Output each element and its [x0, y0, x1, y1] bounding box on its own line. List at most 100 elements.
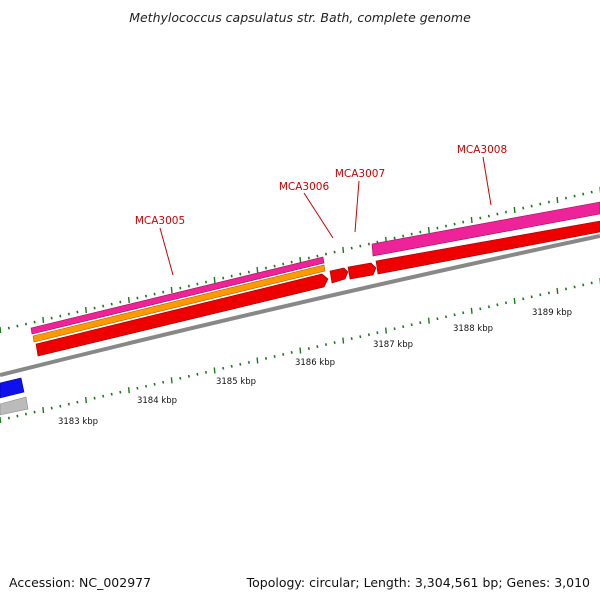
lower-minor-tick	[119, 390, 122, 394]
upper-minor-tick	[564, 196, 568, 200]
lower-minor-tick	[7, 416, 10, 420]
genome-backbone	[0, 234, 600, 377]
upper-minor-tick	[179, 286, 182, 290]
upper-minor-tick	[436, 226, 439, 230]
lower-minor-tick	[187, 374, 190, 378]
upper-minor-tick	[76, 310, 79, 314]
lower-minor-tick	[547, 291, 550, 295]
lower-minor-tick	[522, 297, 525, 301]
lower-minor-tick	[582, 283, 585, 287]
upper-minor-tick	[204, 280, 208, 284]
gene-arrow-mca3007[interactable]	[347, 262, 377, 280]
lower-minor-tick	[419, 321, 422, 325]
lower-minor-tick	[24, 412, 28, 416]
lower-minor-tick	[110, 392, 113, 396]
lower-minor-tick	[162, 380, 165, 384]
lower-minor-tick	[573, 285, 576, 289]
gene-arrow-mca3006[interactable]	[329, 267, 349, 284]
upper-minor-tick	[504, 210, 508, 214]
lower-minor-tick	[282, 353, 285, 356]
lower-minor-tick	[307, 347, 310, 350]
upper-minor-tick	[444, 224, 448, 228]
lower-minor-tick	[290, 351, 293, 354]
upper-minor-tick	[479, 216, 482, 220]
scale-labels: 3183 kbp 3184 kbp 3185 kbp 3186 kbp 3187 kbp…	[58, 308, 572, 427]
upper-minor-tick	[93, 306, 96, 310]
lower-minor-tick	[539, 293, 542, 297]
upper-major-tick	[0, 326, 2, 334]
lower-minor-tick	[487, 305, 490, 309]
gene-label-mca3007[interactable]: MCA3007	[335, 168, 385, 180]
upper-minor-tick	[316, 254, 319, 258]
lower-minor-tick	[350, 337, 353, 340]
gene-arrow-mca3005[interactable]	[35, 273, 329, 357]
lower-major-tick	[127, 387, 130, 394]
upper-minor-tick	[582, 192, 585, 196]
lower-major-tick	[385, 327, 387, 334]
scale-label-3186: 3186 kbp	[295, 358, 335, 368]
lower-major-tick	[342, 337, 345, 344]
lower-major-tick	[0, 416, 2, 424]
upper-minor-tick	[487, 214, 490, 218]
lower-minor-tick	[324, 343, 328, 346]
upper-major-tick	[42, 316, 45, 324]
upper-minor-tick	[33, 320, 36, 324]
leader-line-mca3008	[482, 156, 492, 206]
genome-summary-text: Topology: circular; Length: 3,304,561 bp…	[246, 575, 590, 590]
lower-minor-tick	[153, 382, 156, 386]
lower-minor-tick	[453, 313, 456, 317]
upper-minor-tick	[282, 262, 285, 266]
lower-minor-tick	[444, 315, 448, 319]
upper-minor-tick	[522, 206, 525, 210]
lower-tick-row	[0, 278, 600, 424]
lower-minor-tick	[264, 357, 268, 360]
upper-minor-tick	[590, 190, 593, 194]
lower-minor-tick	[144, 384, 148, 388]
upper-minor-tick	[264, 266, 268, 270]
lower-major-tick	[170, 377, 173, 384]
upper-minor-tick	[419, 230, 422, 234]
magenta-track-right	[371, 201, 600, 257]
upper-minor-tick	[67, 312, 70, 316]
gene-label-mca3005[interactable]: MCA3005	[135, 215, 185, 227]
lower-minor-tick	[530, 295, 533, 299]
upper-major-tick	[427, 226, 430, 234]
lower-major-tick	[470, 307, 473, 314]
lower-minor-tick	[179, 376, 182, 380]
upper-major-tick	[342, 246, 345, 254]
leader-line-mca3005	[159, 227, 174, 276]
gene-label-mca3006[interactable]: MCA3006	[279, 181, 330, 193]
upper-major-tick	[513, 206, 516, 214]
gene-label-mca3008[interactable]: MCA3008	[457, 144, 507, 156]
upper-minor-tick	[402, 234, 405, 238]
upper-minor-tick	[273, 264, 276, 268]
upper-minor-tick	[16, 324, 19, 328]
upper-minor-tick	[50, 316, 53, 320]
upper-minor-tick	[573, 194, 576, 198]
lower-minor-tick	[59, 404, 62, 408]
lower-minor-tick	[359, 335, 362, 339]
upper-major-tick	[170, 286, 173, 294]
upper-minor-tick	[462, 220, 465, 224]
upper-major-tick	[85, 306, 87, 314]
lower-minor-tick	[479, 307, 482, 311]
lower-minor-tick	[76, 400, 79, 404]
upper-minor-tick	[547, 200, 550, 204]
lower-major-tick	[556, 287, 559, 294]
lower-minor-tick	[239, 362, 242, 366]
upper-minor-tick	[290, 260, 293, 264]
upper-minor-tick	[539, 202, 542, 206]
upper-major-tick	[127, 296, 130, 304]
lower-major-tick	[42, 407, 45, 414]
leader-line-mca3007	[354, 180, 360, 233]
upper-minor-tick	[7, 326, 10, 330]
lower-minor-tick	[462, 311, 465, 315]
lower-minor-tick	[93, 396, 96, 400]
map-title: Methylococcus capsulatus str. Bath, comp…	[129, 10, 471, 25]
lower-minor-tick	[230, 364, 233, 368]
upper-minor-tick	[162, 290, 165, 294]
gene-arrow-mca3008[interactable]	[375, 220, 600, 275]
lower-minor-tick	[247, 361, 250, 364]
upper-minor-tick	[324, 252, 328, 256]
upper-minor-tick	[367, 242, 370, 246]
